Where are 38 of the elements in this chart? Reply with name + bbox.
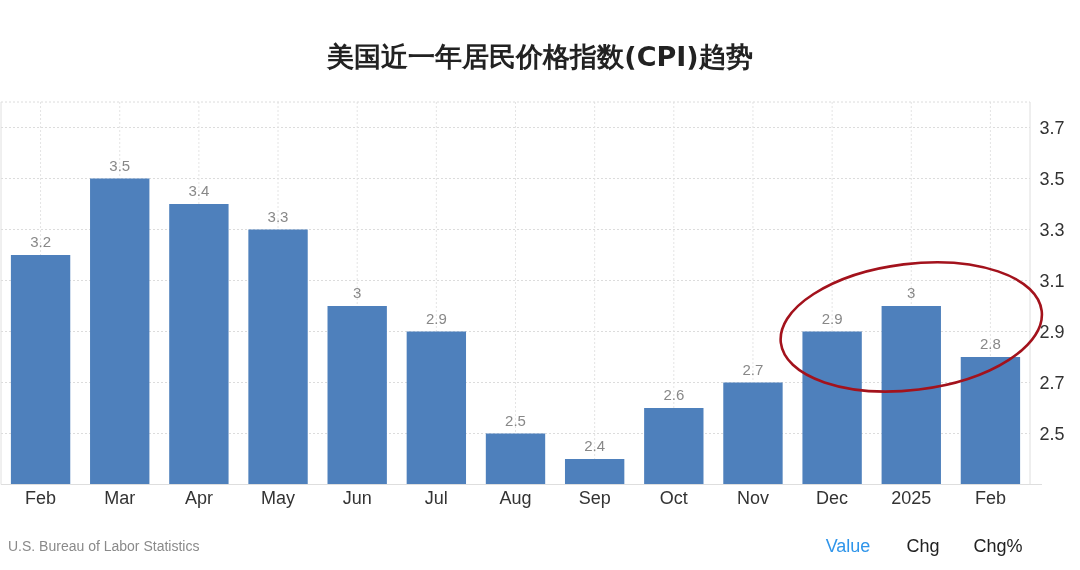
x-tick-label: Oct — [659, 488, 688, 508]
x-tick-label: Feb — [974, 488, 1006, 508]
data-label: 2.4 — [584, 437, 606, 454]
y-tick-label: 3.7 — [1039, 117, 1065, 138]
data-label: 3.4 — [188, 182, 210, 199]
x-tick-label: Jul — [424, 488, 448, 508]
x-tick-label: Feb — [25, 488, 57, 508]
x-tick-label: Nov — [736, 488, 769, 508]
data-label: 3.2 — [30, 233, 52, 250]
data-label: 2.8 — [979, 335, 1001, 352]
x-tick-label: Sep — [578, 488, 611, 508]
data-label: 3.3 — [267, 207, 289, 225]
x-tick-label: May — [261, 488, 296, 508]
y-tick-label: 2.7 — [1039, 372, 1065, 393]
y-tick-label: 2.5 — [1039, 423, 1065, 444]
data-label: 3 — [907, 284, 916, 301]
text: Value — [825, 536, 871, 556]
chart-title: 美国近一年居民价格指数(CPI)趋势 — [326, 41, 753, 72]
data-label: 3.5 — [109, 156, 131, 174]
text: Chg% — [973, 536, 1023, 556]
x-tick-label: 2025 — [891, 488, 932, 508]
x-tick-label: Dec — [816, 488, 849, 508]
y-tick-label: 3.1 — [1039, 270, 1065, 291]
data-label: 3 — [353, 284, 362, 301]
data-label: 2.9 — [821, 309, 843, 327]
text: U.S. Bureau of Labor Statistics — [8, 538, 200, 554]
data-label: 2.5 — [505, 411, 526, 429]
data-label: 2.9 — [425, 309, 447, 327]
y-tick-label: 3.5 — [1039, 168, 1065, 189]
y-tick-label: 2.9 — [1039, 321, 1065, 342]
data-label: 2.7 — [742, 360, 764, 378]
x-tick-label: Jun — [342, 488, 372, 508]
text: Chg — [906, 536, 940, 556]
x-tick-label: Aug — [499, 488, 532, 508]
data-label: 2.6 — [663, 386, 685, 403]
x-tick-label: Apr — [184, 488, 213, 508]
y-tick-label: 3.3 — [1039, 219, 1065, 240]
x-tick-label: Mar — [104, 488, 136, 508]
